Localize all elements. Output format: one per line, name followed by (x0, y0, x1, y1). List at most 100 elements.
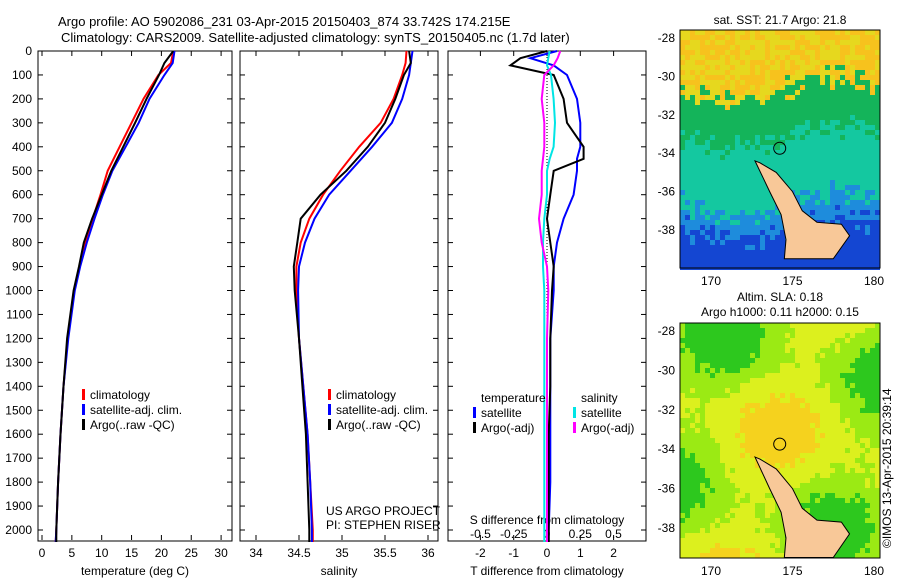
map-cell (870, 438, 875, 443)
map-cell (725, 418, 730, 423)
map-cell (700, 120, 705, 125)
map-cell (875, 353, 880, 358)
map-cell (720, 533, 725, 538)
map-cell (760, 428, 765, 433)
map-cell (750, 55, 755, 60)
map-cell (785, 383, 790, 388)
map-cell (685, 338, 690, 343)
map-cell (725, 180, 730, 185)
y-tick-label: 1000 (5, 284, 32, 298)
map-cell (845, 348, 850, 353)
map-cell (760, 508, 765, 513)
map-cell (705, 423, 710, 428)
map-cell (680, 195, 685, 200)
map-cell (725, 165, 730, 170)
map-cell (730, 220, 735, 225)
map-cell (725, 185, 730, 190)
map-cell (785, 348, 790, 353)
map-cell (865, 65, 870, 70)
map-cell (780, 403, 785, 408)
map-cell (700, 105, 705, 110)
map-cell (795, 338, 800, 343)
map-cell (785, 110, 790, 115)
map-cell (735, 508, 740, 513)
map-cell (735, 338, 740, 343)
map-cell (695, 255, 700, 260)
map-cell (815, 458, 820, 463)
map-cell (740, 90, 745, 95)
map-cell (700, 150, 705, 155)
map-cell (740, 368, 745, 373)
map-cell (870, 35, 875, 40)
map-cell (805, 155, 810, 160)
map-cell (710, 433, 715, 438)
map-cell (860, 135, 865, 140)
map-cell (835, 110, 840, 115)
map-cell (765, 383, 770, 388)
map-cell (830, 418, 835, 423)
map-cell (680, 538, 685, 543)
map-cell (730, 378, 735, 383)
map-cell (740, 363, 745, 368)
map-cell (795, 110, 800, 115)
map-cell (870, 190, 875, 195)
map-cell (780, 348, 785, 353)
map-cell (740, 443, 745, 448)
map-cell (830, 180, 835, 185)
map-cell (750, 140, 755, 145)
map-cell (785, 90, 790, 95)
map-cell (695, 408, 700, 413)
map-cell (800, 423, 805, 428)
map-cell (715, 383, 720, 388)
map-cell (835, 130, 840, 135)
map-cell (790, 30, 795, 35)
map-cell (780, 418, 785, 423)
map-cell (725, 478, 730, 483)
map-cell (720, 513, 725, 518)
map-cell (745, 60, 750, 65)
map-cell (815, 408, 820, 413)
map-cell (695, 105, 700, 110)
map-cell (705, 533, 710, 538)
map-cell (710, 230, 715, 235)
map-cell (815, 40, 820, 45)
pi-annotation: PI: STEPHEN RISER (326, 518, 441, 532)
map-cell (710, 80, 715, 85)
map-cell (820, 35, 825, 40)
map-cell (690, 543, 695, 548)
map-cell (700, 135, 705, 140)
map-cell (835, 60, 840, 65)
map-cell (680, 423, 685, 428)
map-cell (785, 433, 790, 438)
map-cell (735, 255, 740, 260)
map-cell (815, 353, 820, 358)
map-cell (705, 343, 710, 348)
map-cell (870, 498, 875, 503)
map-y-tick-label: -32 (658, 403, 676, 417)
map-cell (825, 55, 830, 60)
map-cell (825, 468, 830, 473)
map-cell (745, 518, 750, 523)
map-cell (770, 543, 775, 548)
map-cell (830, 508, 835, 513)
map-cell (780, 413, 785, 418)
map-cell (735, 368, 740, 373)
map-cell (825, 145, 830, 150)
map-cell (820, 353, 825, 358)
map-cell (870, 220, 875, 225)
map-cell (690, 145, 695, 150)
map-cell (760, 90, 765, 95)
map-cell (805, 448, 810, 453)
map-cell (810, 195, 815, 200)
map-cell (820, 408, 825, 413)
map-cell (775, 170, 780, 175)
map-cell (700, 403, 705, 408)
map-cell (865, 140, 870, 145)
map-cell (680, 200, 685, 205)
map-cell (740, 55, 745, 60)
map-cell (760, 338, 765, 343)
map-cell (755, 135, 760, 140)
map-cell (850, 468, 855, 473)
map-cell (760, 493, 765, 498)
map-cell (685, 185, 690, 190)
